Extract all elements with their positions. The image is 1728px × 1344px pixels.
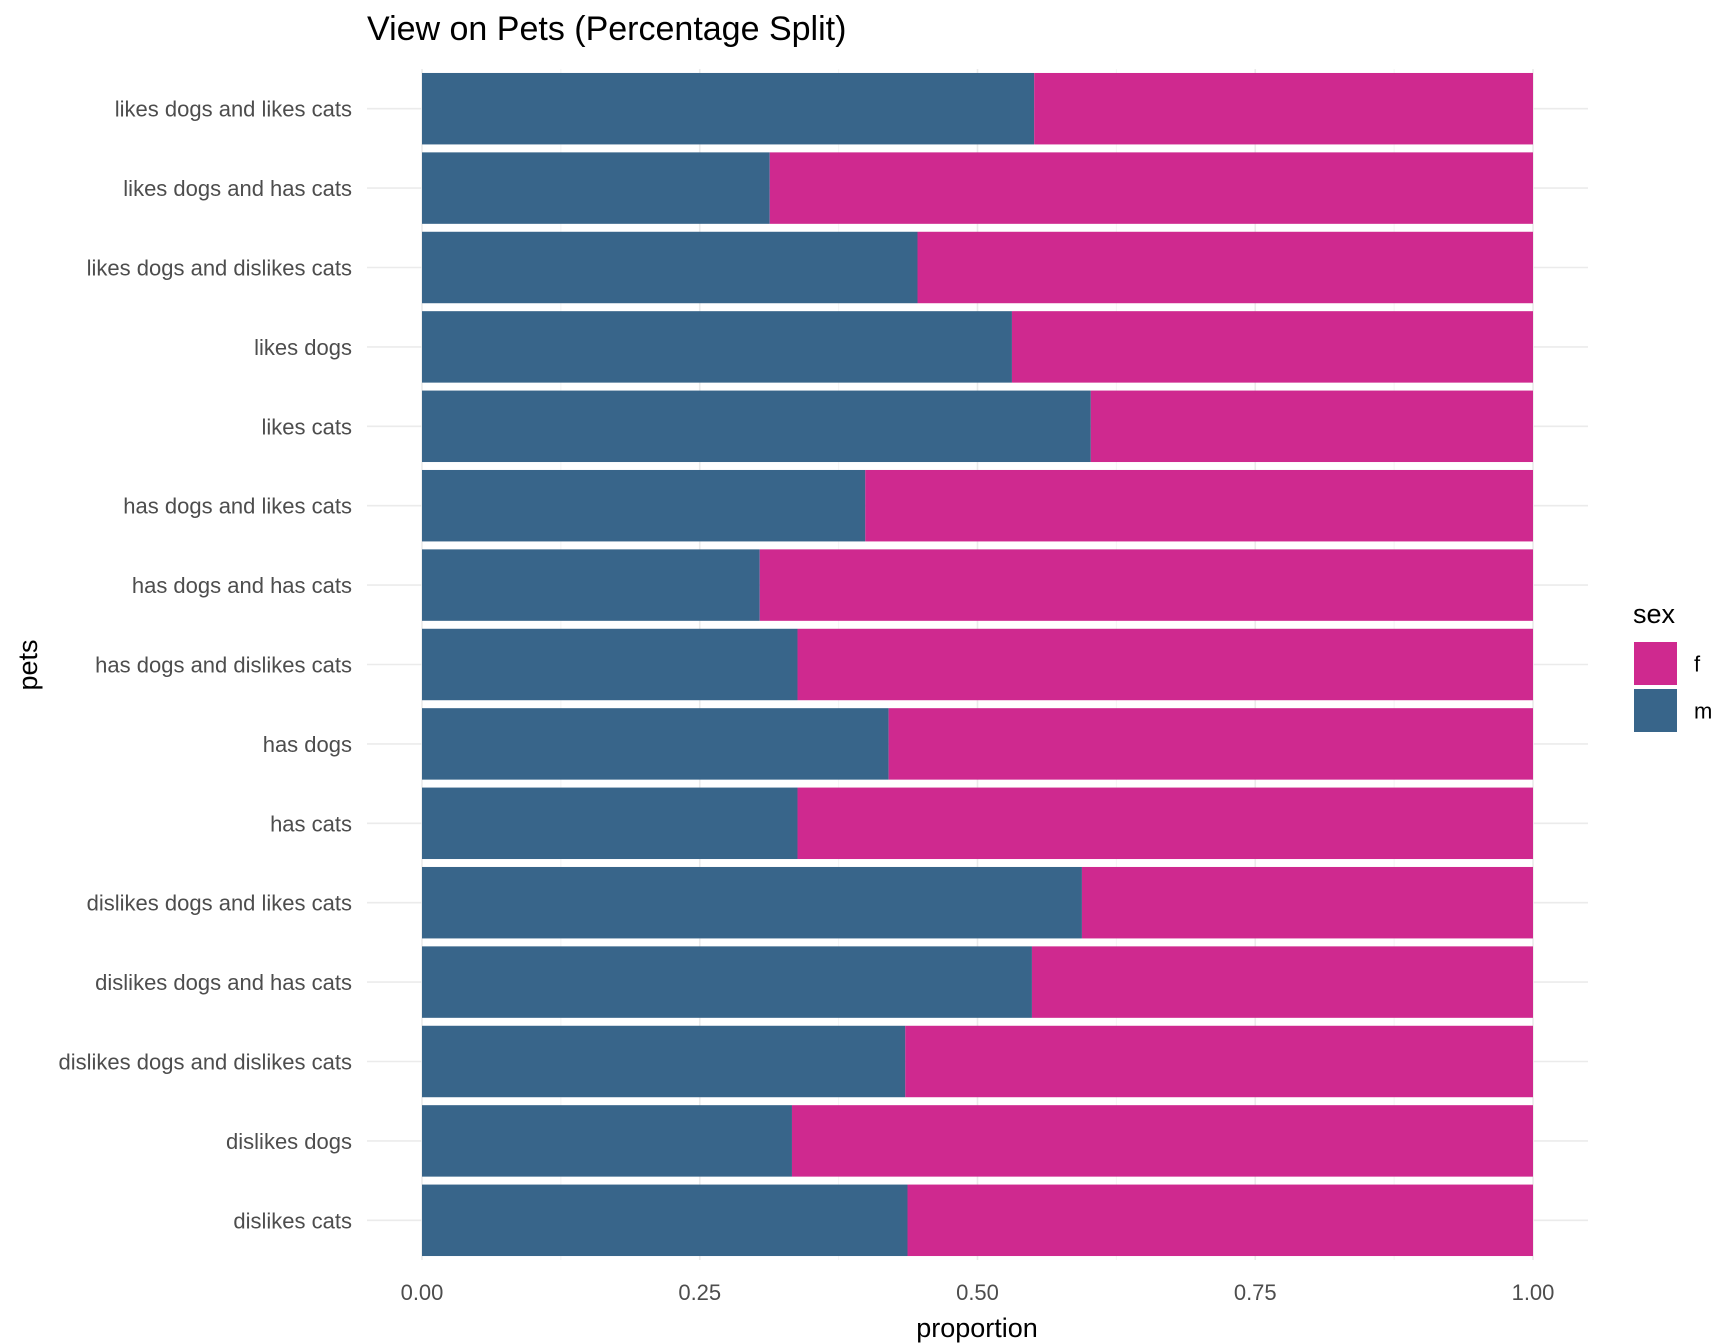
bar-segment-m	[422, 311, 1012, 383]
bar-segment-f	[791, 1105, 1533, 1177]
y-tick-label: likes dogs and has cats	[123, 176, 352, 201]
bar-segment-f	[759, 549, 1533, 621]
bars	[422, 72, 1533, 1257]
chart-title: View on Pets (Percentage Split)	[367, 10, 846, 48]
y-tick-label: likes cats	[262, 414, 352, 439]
bar-segment-m	[422, 628, 798, 701]
x-tick-label: 1.00	[1512, 1280, 1555, 1305]
x-axis-title: proportion	[916, 1313, 1038, 1343]
bar-segment-m	[422, 866, 1082, 939]
bar-segment-m	[422, 708, 889, 780]
bar-segment-f	[1031, 946, 1533, 1018]
y-tick-label: has dogs and likes cats	[123, 494, 352, 519]
y-tick-labels: likes dogs and likes cats likes dogs and …	[59, 97, 352, 1234]
bar-segment-f	[907, 1184, 1533, 1257]
bar-segment-f	[1081, 866, 1533, 939]
y-tick-label: dislikes dogs and has cats	[95, 970, 352, 995]
bar-segment-f	[1034, 72, 1533, 145]
bar-segment-m	[422, 1025, 906, 1098]
bar-segment-m	[422, 1184, 908, 1257]
y-tick-label: dislikes cats	[233, 1208, 352, 1233]
x-tick-label: 0.00	[401, 1280, 444, 1305]
bar-segment-m	[422, 469, 866, 542]
legend-label: m	[1694, 699, 1712, 724]
bar-segment-f	[797, 787, 1533, 860]
bar-segment-m	[422, 152, 770, 224]
legend: sex fm	[1633, 599, 1712, 732]
bar-segment-m	[422, 787, 798, 860]
y-tick-label: likes dogs	[254, 335, 352, 360]
x-tick-label: 0.50	[956, 1280, 999, 1305]
bar-segment-f	[769, 152, 1533, 224]
legend-key-f	[1634, 642, 1677, 685]
y-axis-title: pets	[13, 639, 43, 690]
bar-segment-m	[422, 390, 1091, 463]
bar-segment-f	[1090, 390, 1533, 463]
bar-segment-m	[422, 946, 1032, 1018]
legend-key-m	[1634, 689, 1677, 732]
bar-segment-f	[1011, 311, 1533, 383]
y-tick-label: has cats	[270, 811, 352, 836]
x-tick-label: 0.25	[678, 1280, 721, 1305]
y-tick-label: dislikes dogs	[226, 1129, 352, 1154]
bar-segment-f	[905, 1025, 1533, 1098]
y-tick-label: has dogs and dislikes cats	[95, 653, 352, 678]
y-tick-label: likes dogs and likes cats	[115, 97, 352, 122]
legend-items: fm	[1634, 642, 1712, 732]
y-tick-label: has dogs and has cats	[132, 573, 352, 598]
y-tick-label: dislikes dogs and likes cats	[87, 891, 352, 916]
bar-segment-m	[422, 549, 760, 621]
bar-segment-f	[797, 628, 1533, 701]
x-tick-label: 0.75	[1234, 1280, 1277, 1305]
bar-segment-m	[422, 231, 918, 304]
legend-label: f	[1694, 652, 1701, 677]
bar-segment-f	[865, 469, 1533, 542]
x-tick-labels: 0.00 0.25 0.50 0.75 1.00	[401, 1280, 1555, 1305]
bar-segment-f	[917, 231, 1533, 304]
bar-segment-m	[422, 1105, 792, 1177]
y-tick-label: has dogs	[263, 732, 352, 757]
bar-segment-f	[888, 708, 1533, 780]
y-tick-label: dislikes dogs and dislikes cats	[59, 1050, 352, 1075]
legend-title: sex	[1633, 599, 1676, 629]
y-tick-label: likes dogs and dislikes cats	[87, 256, 352, 281]
bar-segment-m	[422, 72, 1035, 145]
